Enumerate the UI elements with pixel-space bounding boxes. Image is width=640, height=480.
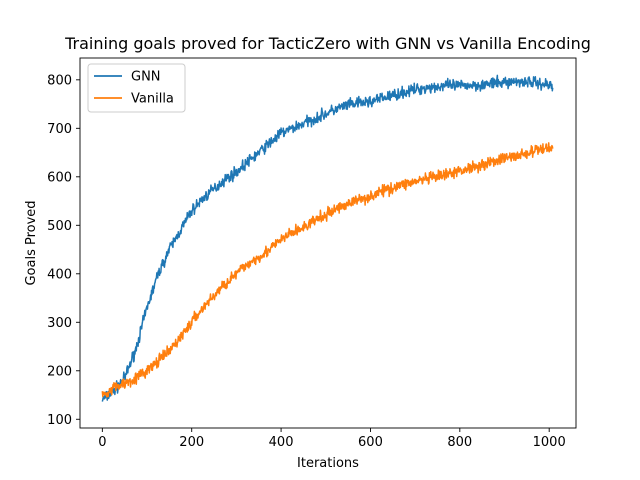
y-tick-label: 400 [47,267,72,282]
series-line-gnn [101,74,554,402]
x-tick-label: 800 [447,435,472,450]
y-tick-label: 800 [47,73,72,88]
y-tick-label: 300 [47,316,72,331]
legend: GNN Vanilla [87,63,186,113]
x-tick-label: 0 [98,435,106,450]
plot-area [79,57,577,429]
y-tick-label: 100 [47,413,72,428]
y-tick-label: 200 [47,364,72,379]
y-tick-label: 600 [47,170,72,185]
legend-label-gnn: GNN [131,70,161,85]
y-axis-label: Goals Proved [24,200,39,285]
chart-title: Training goals proved for TacticZero wit… [64,34,591,53]
x-tick-label: 600 [358,435,383,450]
x-axis-label: Iterations [297,456,359,471]
legend-label-vanilla: Vanilla [131,92,174,107]
x-tick-label: 400 [269,435,294,450]
y-tick-label: 700 [47,122,72,137]
x-axis: 0 200 400 600 800 1000 [98,428,566,450]
y-tick-label: 500 [47,219,72,234]
series-line-vanilla [101,142,554,398]
y-axis: 100 200 300 400 500 600 700 800 [47,73,80,428]
x-tick-label: 1000 [533,435,566,450]
x-tick-label: 200 [179,435,204,450]
plot-frame [79,57,577,429]
